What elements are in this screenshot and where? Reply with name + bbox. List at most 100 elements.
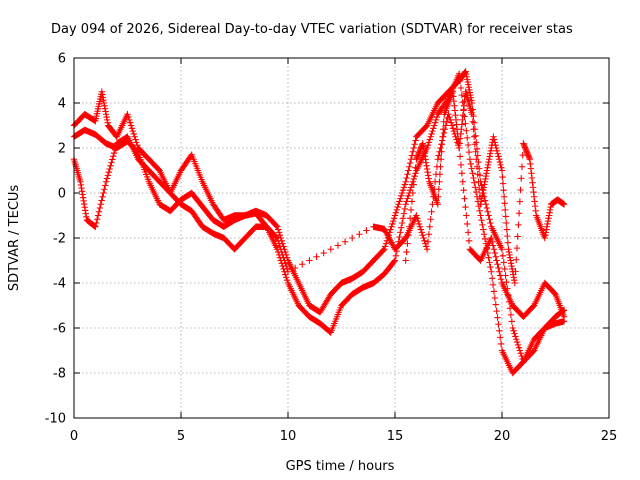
data-point — [283, 276, 291, 284]
data-point — [428, 130, 435, 138]
data-point — [427, 133, 434, 140]
data-point — [509, 324, 516, 332]
data-point — [414, 217, 422, 225]
data-point — [513, 244, 521, 252]
data-point — [464, 134, 471, 142]
data-point — [425, 139, 433, 146]
data-point — [433, 113, 441, 121]
data-point — [515, 221, 522, 229]
data-point — [470, 126, 477, 133]
data-point — [448, 122, 456, 129]
data-point — [410, 144, 417, 152]
data-point — [437, 156, 445, 163]
data-point — [107, 162, 114, 170]
data-point — [283, 274, 290, 281]
data-point — [457, 84, 465, 92]
data-point — [282, 260, 289, 267]
data-point — [112, 143, 120, 150]
series-track — [70, 111, 568, 320]
data-point — [499, 252, 507, 260]
data-point — [412, 170, 419, 177]
data-point — [274, 234, 281, 242]
data-point — [428, 208, 435, 215]
data-point — [95, 208, 103, 215]
data-point — [504, 232, 511, 240]
data-point — [417, 226, 425, 233]
data-point — [491, 139, 499, 146]
data-point — [497, 272, 504, 279]
data-point — [502, 272, 509, 279]
data-point — [511, 279, 519, 287]
data-point — [470, 174, 477, 182]
data-point — [99, 193, 106, 200]
data-point — [429, 201, 436, 208]
data-point — [493, 307, 500, 315]
data-point — [403, 198, 410, 205]
data-point — [93, 219, 100, 227]
data-point — [518, 175, 525, 182]
data-point — [494, 150, 501, 157]
data-point — [436, 178, 443, 185]
data-point — [490, 133, 497, 140]
data-point — [475, 178, 482, 185]
data-point — [437, 144, 444, 152]
data-point — [484, 208, 491, 215]
y-tick-label: 2 — [58, 142, 66, 157]
data-point — [363, 227, 370, 234]
data-point — [423, 243, 430, 250]
data-point — [273, 233, 280, 241]
data-point — [127, 122, 135, 129]
data-point — [430, 125, 437, 132]
data-point — [515, 210, 523, 217]
data-point — [327, 246, 334, 253]
data-point — [480, 231, 488, 238]
data-point — [479, 221, 486, 229]
data-point — [124, 111, 131, 118]
data-point — [436, 171, 444, 178]
data-point — [402, 201, 409, 208]
data-point — [459, 178, 466, 185]
data-point — [500, 193, 508, 200]
data-point — [418, 229, 425, 236]
data-point — [381, 246, 388, 253]
x-tick-labels: 0 5 10 15 20 25 — [70, 429, 617, 444]
data-point — [404, 195, 411, 202]
data-point — [465, 148, 473, 156]
data-point — [489, 281, 497, 289]
data-point — [456, 77, 464, 85]
data-point — [406, 223, 413, 230]
data-point — [501, 200, 508, 207]
data-point — [94, 212, 102, 219]
data-point — [424, 141, 432, 149]
data-point — [110, 149, 118, 157]
data-point — [499, 173, 506, 181]
data-point — [516, 198, 524, 205]
data-point — [398, 219, 406, 227]
data-point — [274, 223, 281, 230]
data-point — [279, 251, 286, 259]
data-point — [492, 301, 499, 308]
data-point — [398, 189, 406, 197]
data-point — [408, 152, 416, 159]
data-point — [495, 321, 502, 328]
data-point — [440, 118, 447, 125]
data-point — [468, 111, 476, 118]
data-point — [498, 167, 506, 174]
data-point — [462, 203, 469, 211]
data-point — [488, 238, 496, 245]
data-point — [494, 314, 501, 321]
data-point — [423, 144, 431, 152]
data-point — [404, 240, 411, 247]
data-point — [102, 178, 110, 185]
data-point — [491, 294, 499, 302]
data-point — [407, 156, 415, 163]
data-point — [341, 238, 349, 245]
data-point — [462, 120, 469, 127]
data-point — [280, 254, 287, 261]
data-point — [472, 188, 480, 196]
data-point — [435, 152, 442, 159]
data-point — [482, 201, 490, 208]
data-point — [390, 215, 398, 222]
data-point — [472, 184, 479, 191]
data-point — [381, 243, 389, 250]
